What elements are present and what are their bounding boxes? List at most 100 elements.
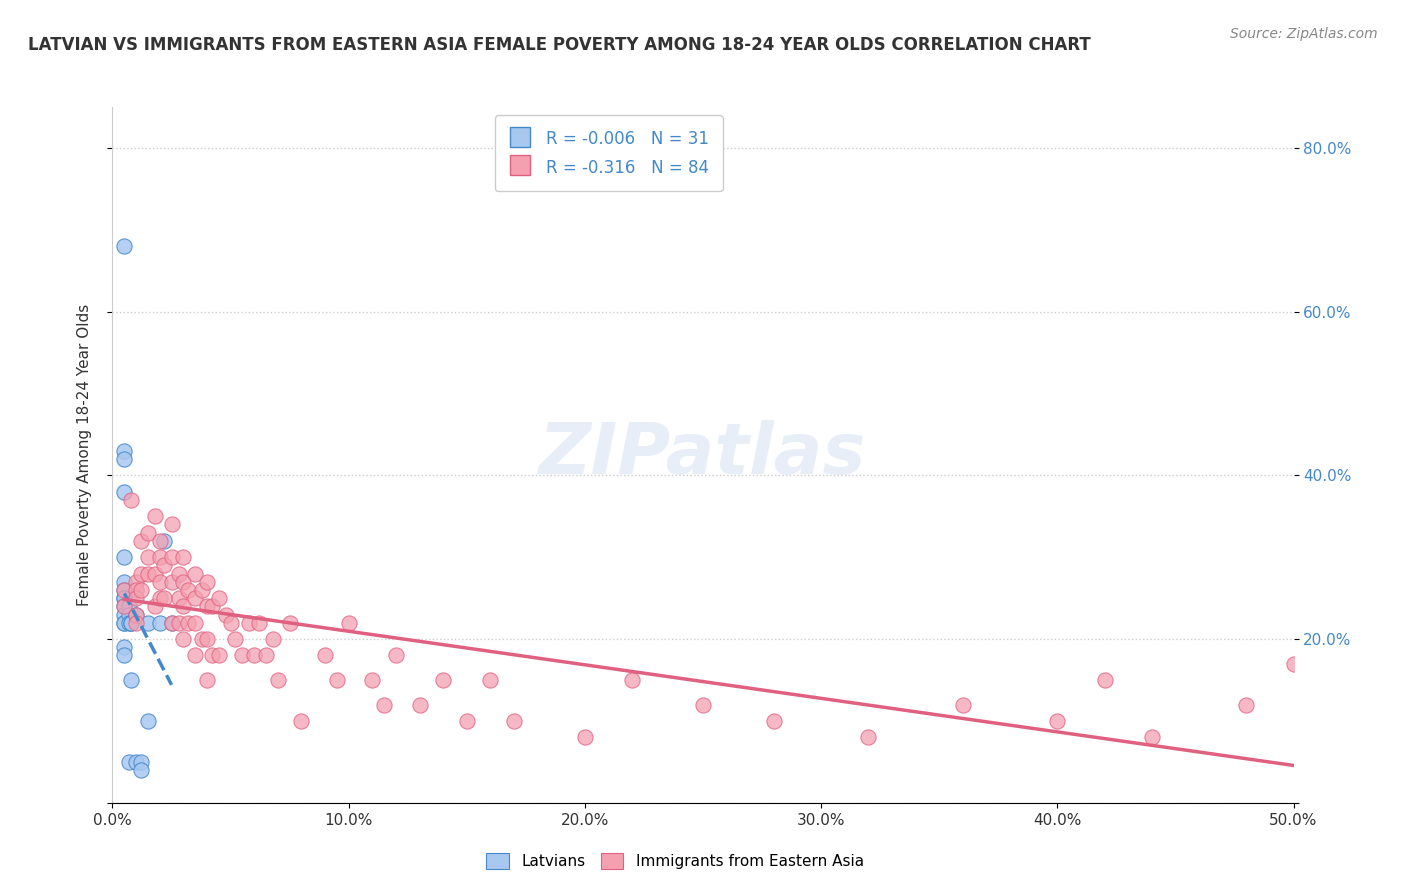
Point	[177, 615, 200, 630]
Point	[136, 550, 159, 565]
Point	[149, 591, 172, 606]
Point	[153, 558, 176, 573]
Text: LATVIAN VS IMMIGRANTS FROM EASTERN ASIA FEMALE POVERTY AMONG 18-24 YEAR OLDS COR: LATVIAN VS IMMIGRANTS FROM EASTERN ASIA …	[28, 36, 1091, 54]
Point	[118, 599, 141, 614]
Point	[326, 673, 349, 687]
Point	[1094, 673, 1116, 687]
Point	[129, 566, 152, 581]
Point	[136, 566, 159, 581]
Legend: R = -0.006   N = 31, R = -0.316   N = 84: R = -0.006 N = 31, R = -0.316 N = 84	[495, 115, 723, 191]
Point	[952, 698, 974, 712]
Point	[112, 239, 135, 253]
Point	[112, 648, 135, 663]
Point	[143, 599, 166, 614]
Point	[191, 632, 214, 646]
Y-axis label: Female Poverty Among 18-24 Year Olds: Female Poverty Among 18-24 Year Olds	[77, 304, 91, 606]
Point	[337, 615, 360, 630]
Point	[149, 550, 172, 565]
Point	[153, 533, 176, 548]
Point	[479, 673, 502, 687]
Point	[167, 615, 190, 630]
Point	[149, 533, 172, 548]
Point	[195, 599, 218, 614]
Point	[160, 615, 183, 630]
Point	[456, 714, 478, 728]
Point	[224, 632, 246, 646]
Point	[112, 582, 135, 597]
Point	[112, 607, 135, 622]
Point	[195, 632, 218, 646]
Point	[172, 632, 194, 646]
Point	[238, 615, 260, 630]
Point	[125, 574, 148, 589]
Point	[160, 550, 183, 565]
Point	[195, 673, 218, 687]
Point	[118, 755, 141, 769]
Point	[184, 648, 207, 663]
Point	[112, 582, 135, 597]
Point	[858, 731, 880, 745]
Point	[503, 714, 526, 728]
Point	[129, 582, 152, 597]
Point	[172, 574, 194, 589]
Point	[112, 550, 135, 565]
Point	[195, 574, 218, 589]
Point	[112, 599, 135, 614]
Point	[262, 632, 284, 646]
Point	[208, 591, 231, 606]
Point	[125, 582, 148, 597]
Point	[136, 615, 159, 630]
Point	[267, 673, 290, 687]
Point	[149, 574, 172, 589]
Point	[254, 648, 277, 663]
Point	[184, 615, 207, 630]
Point	[143, 566, 166, 581]
Text: ZIPatlas: ZIPatlas	[540, 420, 866, 490]
Point	[373, 698, 395, 712]
Point	[112, 615, 135, 630]
Point	[1046, 714, 1069, 728]
Point	[243, 648, 266, 663]
Point	[574, 731, 596, 745]
Point	[136, 525, 159, 540]
Point	[208, 648, 231, 663]
Point	[143, 509, 166, 524]
Point	[762, 714, 785, 728]
Point	[191, 582, 214, 597]
Point	[120, 615, 142, 630]
Point	[160, 574, 183, 589]
Point	[1234, 698, 1257, 712]
Point	[125, 591, 148, 606]
Point	[118, 615, 141, 630]
Point	[120, 492, 142, 507]
Point	[149, 615, 172, 630]
Point	[167, 566, 190, 581]
Point	[314, 648, 336, 663]
Point	[215, 607, 238, 622]
Point	[219, 615, 242, 630]
Point	[129, 755, 152, 769]
Text: Source: ZipAtlas.com: Source: ZipAtlas.com	[1230, 27, 1378, 41]
Point	[112, 591, 135, 606]
Point	[112, 615, 135, 630]
Point	[112, 640, 135, 655]
Point	[112, 443, 135, 458]
Point	[1140, 731, 1163, 745]
Point	[112, 591, 135, 606]
Point	[184, 566, 207, 581]
Point	[153, 591, 176, 606]
Point	[120, 673, 142, 687]
Point	[692, 698, 714, 712]
Point	[278, 615, 301, 630]
Point	[177, 582, 200, 597]
Point	[112, 599, 135, 614]
Point	[125, 615, 148, 630]
Point	[201, 599, 224, 614]
Point	[290, 714, 312, 728]
Point	[172, 550, 194, 565]
Point	[125, 607, 148, 622]
Point	[136, 714, 159, 728]
Point	[432, 673, 454, 687]
Point	[120, 615, 142, 630]
Point	[408, 698, 430, 712]
